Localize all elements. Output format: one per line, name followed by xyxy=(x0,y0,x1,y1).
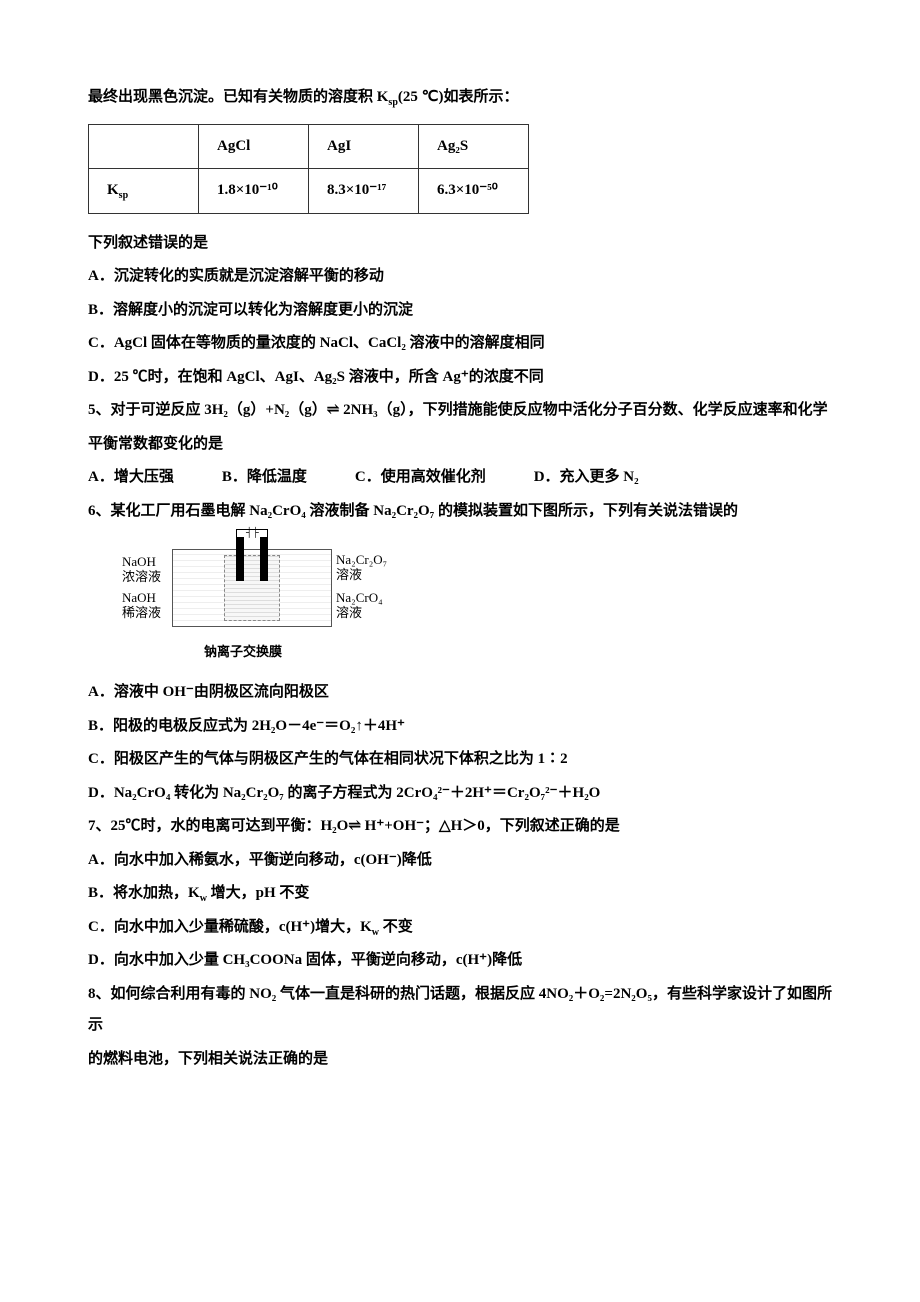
intro-ksp-sub: sp xyxy=(388,97,397,108)
table-cell: 8.3×10⁻¹⁷ xyxy=(309,169,419,214)
equilibrium-icon: ⇌ xyxy=(327,402,340,418)
diagram-inner-box xyxy=(224,555,280,621)
q7-b-post: 增大，pH 不变 xyxy=(207,885,310,901)
diagram-label-text: Na₂Cr₂O₇ xyxy=(336,552,387,567)
q6-option-c: C．阳极区产生的气体与阴极区产生的气体在相同状况下体积之比为 1∶2 xyxy=(88,744,832,776)
q4-option-a: A．沉淀转化的实质就是沉淀溶解平衡的移动 xyxy=(88,261,832,293)
diagram-electrode-right xyxy=(260,537,268,581)
q6-stem: 6、某化工厂用石墨电解 Na₂CrO₄ 溶液制备 Na₂Cr₂O₇ 的模拟装置如… xyxy=(88,496,832,528)
q4-option-c: C．AgCl 固体在等物质的量浓度的 NaCl、CaCl₂ 溶液中的溶解度相同 xyxy=(88,328,832,360)
table-cell: 1.8×10⁻¹⁰ xyxy=(199,169,309,214)
k-label: K xyxy=(107,182,119,198)
q7-c-sub: w xyxy=(372,927,379,938)
diagram-label-text: 溶液 xyxy=(336,567,362,582)
q4-option-b: B．溶解度小的沉淀可以转化为溶解度更小的沉淀 xyxy=(88,295,832,327)
diagram-label-text: NaOH xyxy=(122,590,156,605)
diagram-label-text: NaOH xyxy=(122,554,156,569)
q4-option-d: D．25 ℃时，在饱和 AgCl、AgI、Ag₂S 溶液中，所含 Ag⁺的浓度不… xyxy=(88,362,832,394)
q5-option-c: C．使用高效催化剂 xyxy=(355,462,486,494)
diagram-label-right-bot: Na₂CrO₄ 溶液 xyxy=(336,591,383,621)
q5-option-a: A．增大压强 xyxy=(88,462,174,494)
table-header-row: AgCl AgI Ag₂S xyxy=(89,124,529,169)
q7-option-a: A．向水中加入稀氨水，平衡逆向移动，c(OH⁻)降低 xyxy=(88,845,832,877)
q8-stem-line1: 8、如何综合利用有毒的 NO₂ 气体一直是科研的热门话题，根据反应 4NO₂＋O… xyxy=(88,979,832,1042)
q7-stem: 7、25℃时，水的电离可达到平衡：H₂O⇌ H⁺+OH⁻；△H＞0，下列叙述正确… xyxy=(88,811,832,843)
q7-c-post: 不变 xyxy=(379,919,413,935)
intro-line: 最终出现黑色沉淀。已知有关物质的溶度积 Ksp(25 ℃)如表所示： xyxy=(88,82,832,114)
k-sub: sp xyxy=(119,190,128,201)
table-row-label: Ksp xyxy=(89,169,199,214)
q5-option-b: B．降低温度 xyxy=(222,462,307,494)
q7-c-pre: C．向水中加入少量稀硫酸，c(H⁺)增大，K xyxy=(88,919,372,935)
table-data-row: Ksp 1.8×10⁻¹⁰ 8.3×10⁻¹⁷ 6.3×10⁻⁵⁰ xyxy=(89,169,529,214)
diagram-label-text: Na₂CrO₄ xyxy=(336,590,383,605)
q6-option-b: B．阳极的电极反应式为 2H₂O－4e⁻＝O₂↑＋4H⁺ xyxy=(88,711,832,743)
battery-icon: ┤├ xyxy=(246,523,258,533)
intro-text-1: 最终出现黑色沉淀。已知有关物质的溶度积 K xyxy=(88,89,388,105)
q7-stem-2: H⁺+OH⁻；△H＞0，下列叙述正确的是 xyxy=(361,818,620,834)
table-header-cell xyxy=(89,124,199,169)
diagram-label-text: 溶液 xyxy=(336,605,362,620)
equilibrium-icon: ⇌ xyxy=(348,818,361,834)
electrolysis-diagram: ┤├ NaOH 浓溶液 NaOH 稀溶液 Na₂Cr₂O₇ 溶液 Na₂CrO₄… xyxy=(124,537,384,667)
q5-stem-line1: 5、对于可逆反应 3H₂（g）+N₂（g）⇌ 2NH₃（g），下列措施能使反应物… xyxy=(88,395,832,427)
q7-option-d: D．向水中加入少量 CH₃COONa 固体，平衡逆向移动，c(H⁺)降低 xyxy=(88,945,832,977)
q5-stem-line2: 平衡常数都变化的是 xyxy=(88,429,832,461)
q7-b-pre: B．将水加热，K xyxy=(88,885,200,901)
q7-option-c: C．向水中加入少量稀硫酸，c(H⁺)增大，Kw 不变 xyxy=(88,912,832,944)
q5-options: A．增大压强 B．降低温度 C．使用高效催化剂 D．充入更多 N₂ xyxy=(88,462,832,494)
q5-stem-1: 5、对于可逆反应 3H₂（g）+N₂（g） xyxy=(88,402,327,418)
diagram-electrode-left xyxy=(236,537,244,581)
diagram-label-right-top: Na₂Cr₂O₇ 溶液 xyxy=(336,553,387,583)
q8-stem-line2: 的燃料电池，下列相关说法正确的是 xyxy=(88,1044,832,1076)
q6-option-d: D．Na₂CrO₄ 转化为 Na₂Cr₂O₇ 的离子方程式为 2CrO₄²⁻＋2… xyxy=(88,778,832,810)
table-cell: 6.3×10⁻⁵⁰ xyxy=(419,169,529,214)
q7-option-b: B．将水加热，Kw 增大，pH 不变 xyxy=(88,878,832,910)
intro-text-2: (25 ℃)如表所示： xyxy=(398,89,519,105)
q4-prompt: 下列叙述错误的是 xyxy=(88,228,832,260)
ksp-table: AgCl AgI Ag₂S Ksp 1.8×10⁻¹⁰ 8.3×10⁻¹⁷ 6.… xyxy=(88,124,529,214)
diagram-label-left-bot: NaOH 稀溶液 xyxy=(122,591,161,621)
diagram-label-text: 浓溶液 xyxy=(122,569,161,584)
table-header-cell: Ag₂S xyxy=(419,124,529,169)
q7-b-sub: w xyxy=(200,893,207,904)
q5-stem-2: 2NH₃（g），下列措施能使反应物中活化分子百分数、化学反应速率和化学 xyxy=(339,402,827,418)
q6-option-a: A．溶液中 OH⁻由阴极区流向阳极区 xyxy=(88,677,832,709)
diagram-label-text: 稀溶液 xyxy=(122,605,161,620)
diagram-label-left-top: NaOH 浓溶液 xyxy=(122,555,161,585)
table-header-cell: AgCl xyxy=(199,124,309,169)
q5-option-d: D．充入更多 N₂ xyxy=(534,462,639,494)
table-header-cell: AgI xyxy=(309,124,419,169)
q7-stem-1: 7、25℃时，水的电离可达到平衡：H₂O xyxy=(88,818,348,834)
diagram-membrane-label: 钠离子交换膜 xyxy=(204,638,282,665)
